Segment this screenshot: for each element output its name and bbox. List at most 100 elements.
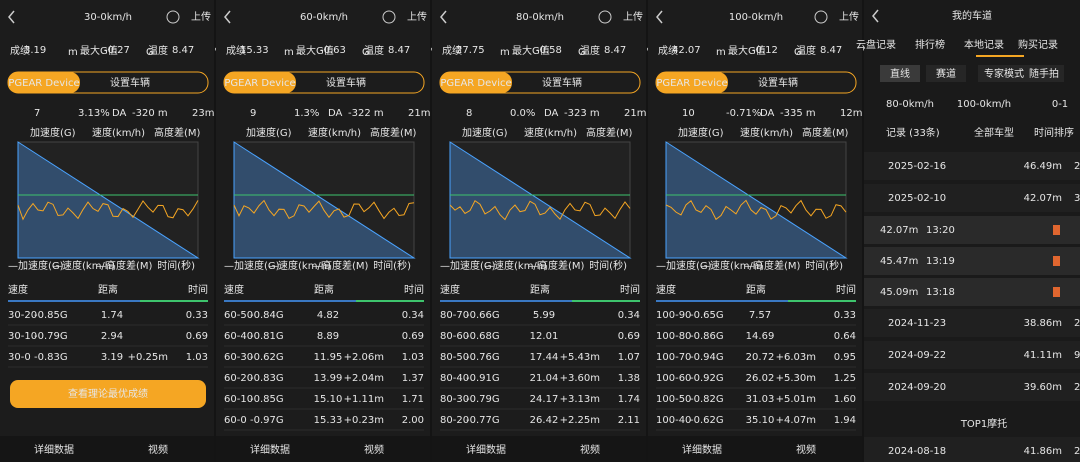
subtab-label: 直线 bbox=[890, 67, 910, 80]
time: 0.34 bbox=[402, 310, 424, 321]
record-row[interactable] bbox=[864, 184, 1080, 212]
segment: 100-90 bbox=[656, 310, 691, 321]
segment: 60-30 bbox=[224, 352, 253, 363]
records-tab[interactable]: 本地记录 bbox=[964, 38, 1004, 51]
tab[interactable]: 视频 bbox=[364, 443, 384, 456]
record-date: 2024-09-20 bbox=[888, 382, 946, 393]
segment: 60-50 bbox=[224, 310, 253, 321]
g-value: -0.94G bbox=[690, 352, 724, 363]
upload[interactable]: 上传 bbox=[839, 11, 859, 23]
gap: +2.04m bbox=[344, 373, 384, 384]
records-tab[interactable]: 购买记录 bbox=[1018, 38, 1058, 51]
car[interactable]: 设置车辆 bbox=[758, 76, 798, 89]
filter[interactable]: 全部车型 bbox=[974, 126, 1014, 139]
records-tab[interactable]: 云盘记录 bbox=[856, 38, 896, 51]
tab[interactable]: 详细数据 bbox=[34, 443, 74, 456]
da-value: -322 m bbox=[348, 108, 384, 119]
g-value: -0.85G bbox=[250, 394, 284, 405]
chart-bottom-legend: —速度(km/h) bbox=[52, 259, 115, 272]
distance: 4.82 bbox=[317, 310, 339, 321]
g-value: -0.83G bbox=[250, 373, 284, 384]
tab[interactable]: 视频 bbox=[148, 443, 168, 456]
speed-tab[interactable]: 100-0km/h bbox=[957, 99, 1011, 110]
delete-icon[interactable] bbox=[1053, 287, 1060, 297]
tab[interactable]: 视频 bbox=[796, 443, 816, 456]
subtab[interactable] bbox=[1024, 65, 1064, 82]
gap: +2.25m bbox=[560, 415, 600, 426]
back-icon[interactable] bbox=[656, 10, 663, 24]
tab[interactable]: 详细数据 bbox=[466, 443, 506, 456]
tab[interactable]: 视频 bbox=[580, 443, 600, 456]
sub-row[interactable] bbox=[864, 247, 1080, 275]
tab[interactable]: 详细数据 bbox=[682, 443, 722, 456]
record-row[interactable] bbox=[864, 152, 1080, 180]
record-row[interactable] bbox=[864, 309, 1080, 337]
time-axis: 时间(秒) bbox=[589, 259, 627, 272]
records-tab[interactable]: 排行榜 bbox=[915, 38, 945, 51]
subtab[interactable] bbox=[978, 65, 1030, 82]
table-header: 距离 bbox=[530, 283, 550, 296]
tab-bar bbox=[0, 436, 214, 462]
segment: 100-60 bbox=[656, 373, 691, 384]
chart-bottom-legend: —速度(km/h) bbox=[268, 259, 331, 272]
delete-icon[interactable] bbox=[1053, 256, 1060, 266]
back-icon[interactable] bbox=[8, 10, 15, 24]
chart-legend: 速度(km/h) bbox=[740, 126, 793, 139]
time: 1.03 bbox=[402, 352, 424, 363]
table-header: 速度 bbox=[8, 283, 28, 296]
time: 0.69 bbox=[186, 331, 208, 342]
subtab[interactable] bbox=[926, 65, 966, 82]
speed-tab[interactable]: 0-1 bbox=[1052, 99, 1068, 110]
back-icon[interactable] bbox=[440, 10, 447, 24]
device-tab[interactable] bbox=[8, 72, 80, 93]
sat: 8 bbox=[466, 108, 472, 119]
table-header: 距离 bbox=[746, 283, 766, 296]
chart-legend: 加速度(G) bbox=[462, 126, 508, 139]
car[interactable]: 设置车辆 bbox=[326, 76, 366, 89]
info-icon[interactable] bbox=[166, 10, 180, 24]
upload[interactable]: 上传 bbox=[407, 11, 427, 23]
delete-icon[interactable] bbox=[1053, 225, 1060, 235]
back-icon[interactable] bbox=[872, 9, 879, 23]
chart-legend: 高度差(M) bbox=[154, 126, 201, 139]
table-header: 距离 bbox=[98, 283, 118, 296]
device-tab[interactable] bbox=[224, 72, 296, 93]
button[interactable] bbox=[10, 380, 206, 408]
slope: 3.13% bbox=[78, 108, 110, 119]
g-value: -0.92G bbox=[690, 373, 724, 384]
tab-bar bbox=[648, 436, 862, 462]
distance: 20.72 bbox=[746, 352, 775, 363]
car[interactable]: 设置车辆 bbox=[542, 76, 582, 89]
subtab[interactable] bbox=[880, 65, 920, 82]
upload[interactable]: 上传 bbox=[191, 11, 211, 23]
device: PGEAR Device bbox=[440, 78, 511, 89]
device-tab[interactable] bbox=[656, 72, 728, 93]
tab[interactable]: 详细数据 bbox=[250, 443, 290, 456]
record-row[interactable] bbox=[864, 373, 1080, 401]
sort[interactable]: 时间排序 bbox=[1034, 126, 1074, 139]
upload[interactable]: 上传 bbox=[623, 11, 643, 23]
distance: 35.10 bbox=[746, 415, 775, 426]
info-icon[interactable] bbox=[598, 10, 612, 24]
table-header: 时间 bbox=[188, 283, 208, 296]
back-icon[interactable] bbox=[224, 10, 231, 24]
car[interactable]: 设置车辆 bbox=[110, 76, 150, 89]
device-tab[interactable] bbox=[440, 72, 512, 93]
chart-bottom-legend: —速度(km/h) bbox=[484, 259, 547, 272]
info-icon[interactable] bbox=[814, 10, 828, 24]
info-icon[interactable] bbox=[382, 10, 396, 24]
alt: 23m bbox=[192, 108, 214, 119]
record-row[interactable] bbox=[864, 437, 1080, 462]
distance: 21.04 bbox=[530, 373, 559, 384]
speed-tab[interactable]: 80-0km/h bbox=[886, 99, 934, 110]
gap: +5.43m bbox=[560, 352, 600, 363]
segment: 100-80 bbox=[656, 331, 691, 342]
record-dist: 39.60m bbox=[1024, 382, 1062, 393]
sub-dist: 45.09m bbox=[880, 287, 918, 298]
record-row[interactable] bbox=[864, 341, 1080, 369]
accel-line bbox=[665, 199, 847, 221]
sub-row[interactable] bbox=[864, 278, 1080, 306]
sub-row[interactable] bbox=[864, 216, 1080, 244]
stat-unit: G bbox=[362, 47, 370, 58]
